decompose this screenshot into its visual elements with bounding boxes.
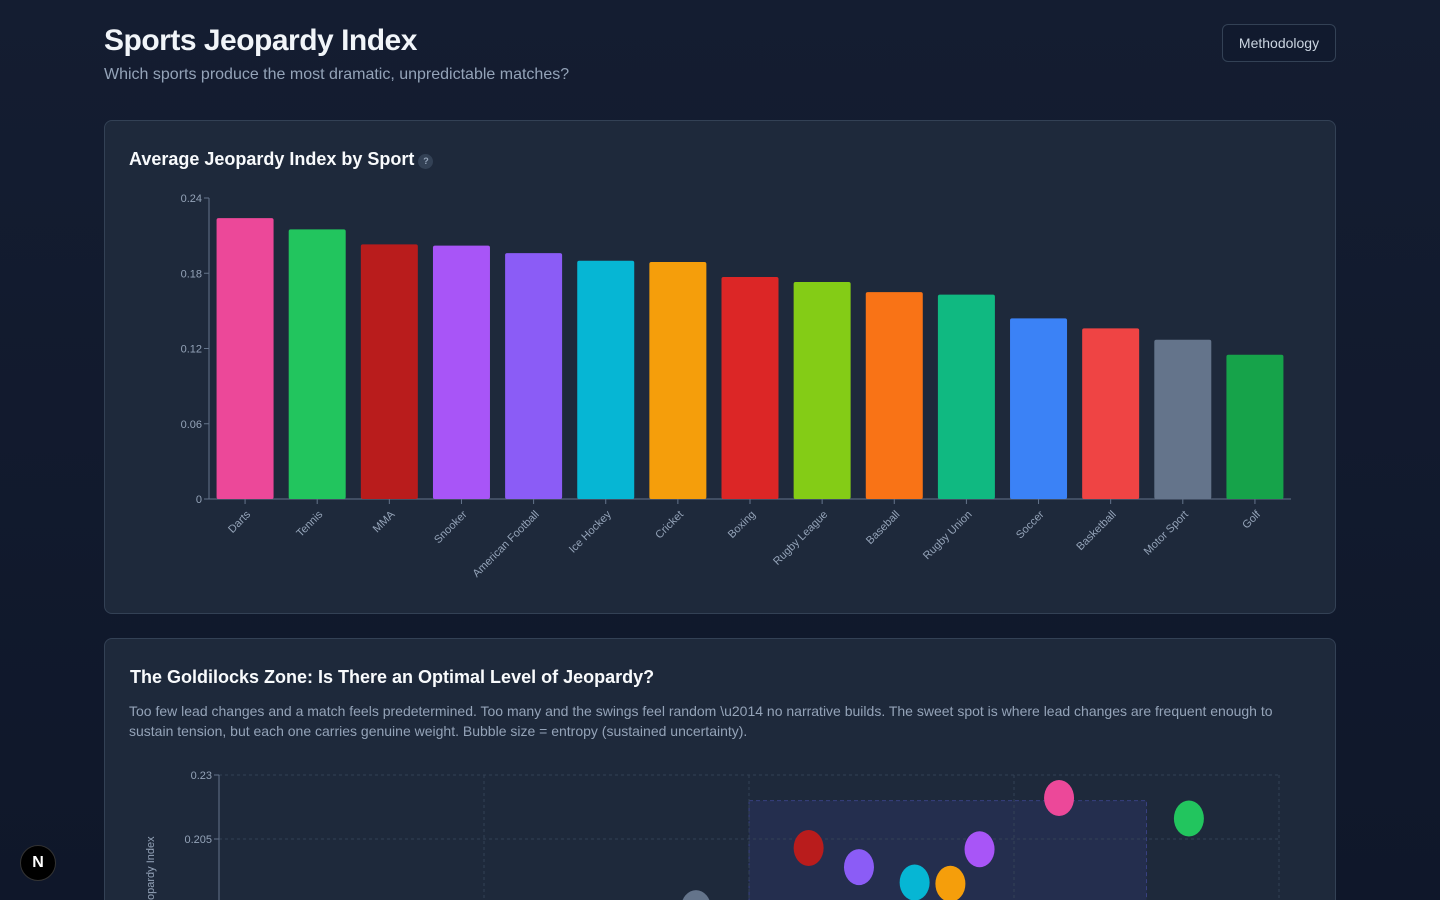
- bubble-tennis: [1173, 800, 1204, 837]
- x-tick-label: Darts: [226, 508, 253, 535]
- x-tick-label: Cricket: [653, 509, 686, 542]
- x-tick-label: Rugby League: [771, 509, 830, 568]
- bar-american-football: [505, 253, 563, 499]
- bar-boxing: [721, 277, 779, 499]
- y-tick-label: 0.205: [184, 834, 212, 846]
- bar-ice-hockey: [577, 260, 635, 499]
- x-tick-label: Ice Hockey: [567, 508, 614, 555]
- bar-baseball: [865, 292, 923, 499]
- scatter-chart: 0.23 0.205 Jeopardy Index: [145, 770, 1281, 900]
- bar-soccer: [1010, 318, 1068, 499]
- y-tick-label: 0.12: [181, 344, 202, 356]
- x-tick-label: Rugby Union: [921, 509, 974, 562]
- y-tick-label: 0.23: [191, 770, 212, 782]
- x-tick-label: American Football: [471, 509, 542, 580]
- x-tick-label: Baseball: [864, 509, 902, 547]
- bubble-mma: [793, 829, 824, 866]
- scatter-chart-card: The Goldilocks Zone: Is There an Optimal…: [104, 638, 1336, 900]
- bubble-snooker: [964, 831, 995, 868]
- x-tick-label: Motor Sport: [1142, 509, 1191, 558]
- scatter-chart-description: Too few lead changes and a match feels p…: [129, 703, 1273, 739]
- bar-rugby-union: [937, 294, 995, 499]
- bar-chart-title: Average Jeopardy Index by Sport?: [129, 149, 434, 170]
- y-tick-label: 0.24: [181, 193, 202, 205]
- x-tick-label: Tennis: [294, 508, 325, 539]
- help-icon[interactable]: ?: [418, 153, 434, 169]
- bar-darts: [216, 218, 274, 500]
- y-axis-label: Jeopardy Index: [145, 836, 157, 900]
- x-tick-label: Boxing: [726, 509, 758, 541]
- bubble-motor-sport: [682, 890, 710, 900]
- bubble-cricket: [935, 865, 966, 900]
- bar-mma: [360, 244, 418, 499]
- bubble-american-football: [843, 849, 874, 886]
- bar-cricket: [649, 261, 707, 499]
- page-title: Sports Jeopardy Index: [104, 24, 417, 57]
- bar-snooker: [432, 245, 490, 499]
- x-tick-label: MMA: [371, 508, 398, 535]
- bubble-darts: [1044, 780, 1075, 817]
- bar-motor-sport: [1154, 339, 1212, 499]
- bar-basketball: [1082, 328, 1140, 499]
- x-tick-label: Snooker: [432, 508, 470, 546]
- bar-tennis: [288, 229, 346, 499]
- x-tick-label: Golf: [1240, 508, 1263, 531]
- bubble-ice-hockey: [899, 864, 930, 900]
- bar-chart: 0 0.06 0.12 0.18 0.24 Darts Tennis MMA Snooker Am…: [181, 193, 1291, 580]
- bar-chart-card: Average Jeopardy Index by Sport? 0 0.06 0.…: [104, 120, 1336, 614]
- bar-golf: [1226, 354, 1284, 499]
- methodology-button[interactable]: Methodology: [1222, 24, 1336, 62]
- scatter-chart-title: The Goldilocks Zone: Is There an Optimal…: [130, 667, 655, 687]
- y-tick-label: 0.18: [181, 268, 202, 280]
- x-tick-label: Basketball: [1074, 509, 1118, 553]
- bar-rugby-league: [793, 282, 851, 499]
- x-tick-label: Soccer: [1014, 508, 1047, 541]
- bar-chart-title-text: Average Jeopardy Index by Sport: [129, 149, 415, 169]
- nextjs-badge[interactable]: N: [20, 845, 56, 881]
- y-tick-label: 0.06: [181, 419, 202, 431]
- page-subtitle: Which sports produce the most dramatic, …: [104, 66, 570, 83]
- y-tick-label: 0: [196, 494, 202, 506]
